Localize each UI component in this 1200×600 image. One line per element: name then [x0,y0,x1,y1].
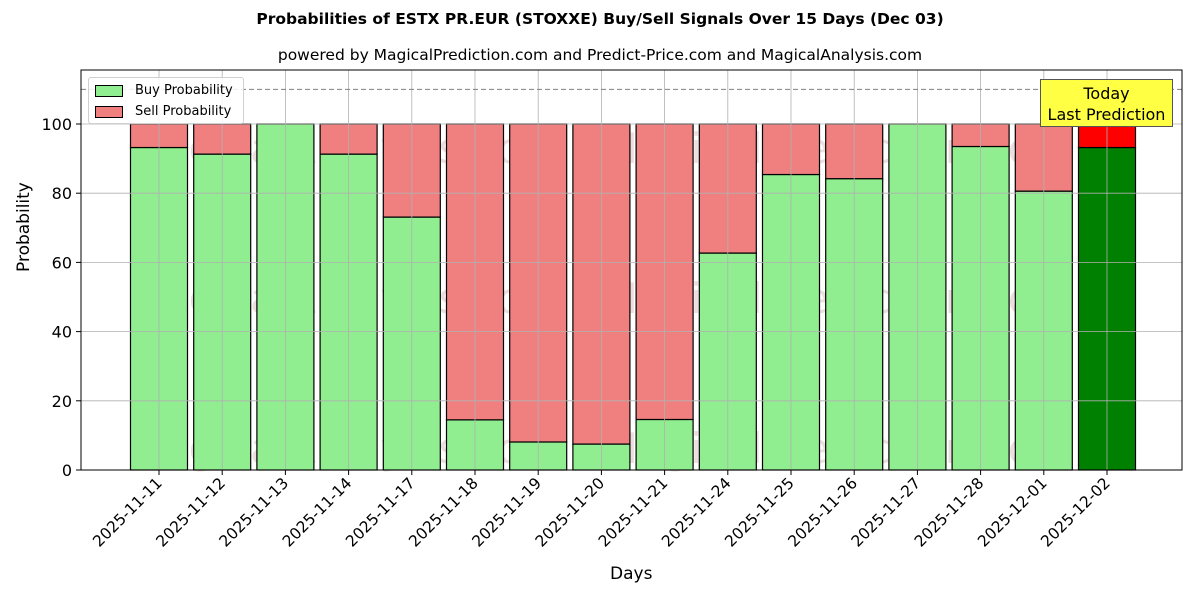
chart-legend: Buy Probability Sell Probability [88,77,244,124]
y-tick-label: 40 [52,323,72,342]
legend-item-buy: Buy Probability [95,83,233,98]
plot-frame [80,69,1183,471]
chart-title: Probabilities of ESTX PR.EUR (STOXXE) Bu… [256,10,944,28]
legend-label-buy: Buy Probability [135,83,233,98]
annotation-line-2: Last Prediction [1047,105,1166,124]
x-axis-label: Days [610,564,653,584]
chart-subtitle: powered by MagicalPrediction.com and Pre… [277,46,923,64]
y-tick-label: 60 [52,253,72,272]
y-tick-label: 100 [41,115,72,134]
legend-label-sell: Sell Probability [135,104,232,119]
y-tick-label: 80 [52,184,72,203]
today-annotation: Today Last Prediction [1040,79,1173,127]
legend-swatch-sell [95,105,123,118]
legend-item-sell: Sell Probability [95,104,231,119]
annotation-line-1: Today [1083,84,1130,103]
y-tick-label: 20 [52,392,72,411]
legend-swatch-buy [95,84,123,97]
y-tick-label: 0 [62,461,72,480]
